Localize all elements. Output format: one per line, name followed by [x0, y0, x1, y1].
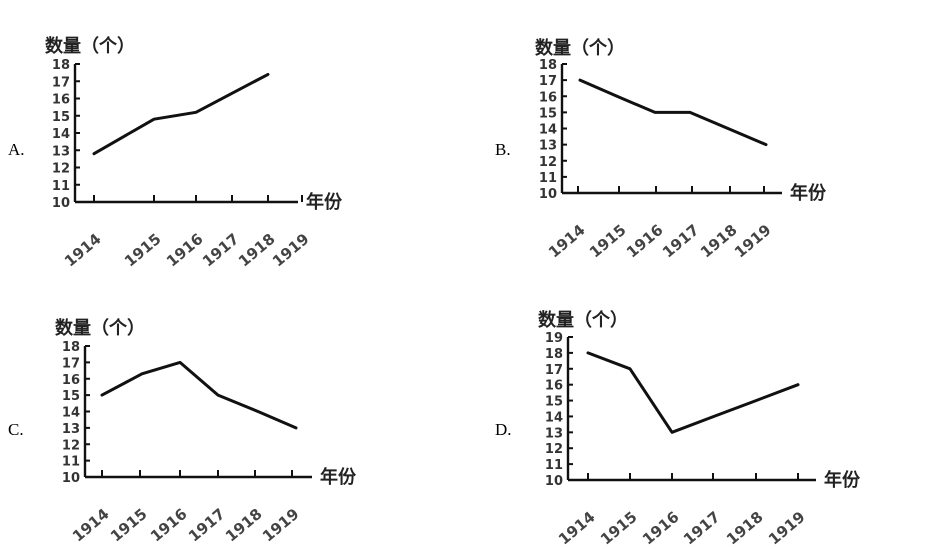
y-tick-label: 13 [62, 422, 80, 437]
y-tick-label: 12 [545, 442, 563, 457]
y-axis-label: 数量（个） [535, 37, 625, 59]
y-tick-label: 15 [52, 110, 70, 125]
chart-option-2: B.数量（个）年份1011121314151617181914191519161… [495, 37, 827, 261]
y-tick-label: 11 [539, 171, 557, 186]
x-tick-label: 1915 [121, 230, 165, 271]
y-tick-label: 14 [62, 406, 80, 421]
option-letter: B. [495, 140, 511, 159]
y-tick-label: 13 [545, 426, 563, 441]
x-tick-label: 1916 [623, 221, 667, 262]
y-tick-label: 16 [52, 93, 70, 108]
y-tick-label: 11 [52, 179, 70, 194]
y-tick-label: 12 [52, 162, 70, 177]
option-letter: C. [8, 420, 24, 439]
x-tick-label: 1916 [163, 230, 207, 271]
y-tick-label: 18 [62, 340, 80, 355]
x-tick-label: 1918 [222, 505, 266, 546]
x-axis-label: 年份 [790, 182, 827, 204]
x-tick-label: 1916 [147, 505, 191, 546]
x-tick-label: 1914 [69, 505, 113, 546]
series-line [586, 351, 800, 434]
y-tick-label: 12 [539, 155, 557, 170]
y-tick-label: 14 [545, 410, 563, 425]
x-tick-label: 1917 [185, 505, 229, 546]
x-tick-label: 1914 [545, 221, 589, 262]
y-tick-label: 14 [539, 123, 557, 138]
x-tick-label: 1918 [697, 221, 741, 262]
y-tick-label: 13 [52, 144, 70, 159]
x-tick-label: 1917 [199, 230, 243, 271]
x-tick-label: 1915 [586, 221, 630, 262]
y-tick-label: 15 [545, 395, 563, 410]
y-tick-label: 17 [52, 75, 70, 90]
y-tick-label: 16 [62, 373, 80, 388]
y-tick-label: 18 [545, 347, 563, 362]
series-line [92, 72, 270, 156]
x-tick-label: 1918 [723, 508, 767, 549]
x-axis-label: 年份 [824, 469, 861, 491]
option-letter: A. [8, 140, 25, 159]
y-tick-label: 17 [62, 356, 80, 371]
y-tick-label: 15 [62, 389, 80, 404]
series-line [100, 360, 298, 430]
y-axis-label: 数量（个） [55, 317, 145, 339]
y-tick-label: 18 [539, 58, 557, 73]
y-axis-label: 数量（个） [45, 35, 135, 57]
y-tick-label: 13 [539, 139, 557, 154]
y-tick-label: 17 [545, 363, 563, 378]
y-tick-label: 12 [62, 438, 80, 453]
x-tick-label: 1917 [659, 221, 703, 262]
y-tick-label: 10 [539, 187, 557, 202]
x-tick-label: 1919 [269, 230, 313, 271]
x-tick-label: 1919 [731, 221, 775, 262]
chart-option-4: D.数量（个）年份1011121314151617181919141915191… [495, 309, 861, 548]
x-tick-label: 1918 [235, 230, 279, 271]
x-tick-label: 1919 [259, 505, 303, 546]
x-tick-label: 1919 [765, 508, 809, 549]
x-tick-label: 1917 [680, 508, 724, 549]
x-tick-label: 1915 [107, 505, 151, 546]
y-tick-label: 10 [545, 474, 563, 489]
y-tick-label: 11 [62, 455, 80, 470]
x-tick-label: 1914 [61, 230, 105, 271]
x-tick-label: 1915 [597, 508, 641, 549]
y-tick-label: 14 [52, 127, 70, 142]
chart-option-3: C.数量（个）年份1011121314151617181914191519161… [8, 317, 357, 545]
y-tick-label: 19 [545, 331, 563, 346]
y-tick-label: 16 [545, 379, 563, 394]
y-tick-label: 18 [52, 58, 70, 73]
y-tick-label: 15 [539, 106, 557, 121]
y-tick-label: 10 [52, 196, 70, 211]
x-tick-label: 1916 [639, 508, 683, 549]
option-letter: D. [495, 420, 512, 439]
x-tick-label: 1914 [555, 508, 599, 549]
x-axis-label: 年份 [306, 191, 343, 213]
x-axis-label: 年份 [320, 466, 357, 488]
y-tick-label: 16 [539, 90, 557, 105]
y-tick-label: 11 [545, 458, 563, 473]
series-line [578, 78, 768, 147]
y-tick-label: 10 [62, 471, 80, 486]
y-tick-label: 17 [539, 74, 557, 89]
y-axis-label: 数量（个） [538, 309, 628, 331]
